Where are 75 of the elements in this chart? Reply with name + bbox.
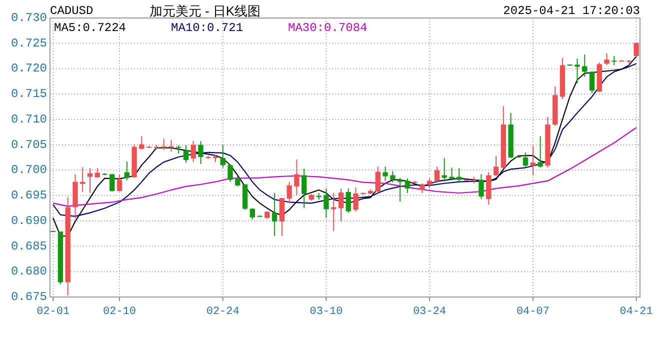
- text: MA5:0.7224: [54, 21, 126, 35]
- y-tick-label: 0.680: [10, 264, 47, 279]
- candlestick: [478, 174, 484, 200]
- y-tick-label: 0.715: [10, 87, 47, 102]
- candlestick: [434, 166, 440, 184]
- candlestick: [493, 155, 499, 177]
- candlestick: [324, 188, 329, 218]
- candlestick: [331, 192, 336, 232]
- chart-title: 加元美元 - 日K线图: [149, 4, 261, 18]
- candlestick: [190, 140, 196, 163]
- candlestick: [538, 136, 543, 168]
- candlestick: [94, 168, 100, 178]
- y-tick-label: 0.725: [10, 36, 47, 50]
- candlestick: [116, 174, 122, 192]
- candlestick: [110, 173, 115, 192]
- candlestick: [279, 198, 285, 237]
- candlestick: [250, 208, 255, 220]
- candlestick: [634, 42, 639, 58]
- candlestick: [198, 140, 204, 165]
- y-tick-label: 0.730: [10, 11, 47, 25]
- candlestick: [139, 136, 144, 150]
- x-tick-label: 04-07: [516, 306, 550, 318]
- candlestick: [228, 164, 233, 182]
- candlestick: [294, 159, 300, 196]
- candlestick: [530, 145, 536, 176]
- candlestick: [346, 188, 351, 214]
- candlestick: [522, 152, 528, 168]
- y-tick-label: 0.720: [10, 62, 47, 76]
- x-tick-label: 03-10: [310, 306, 343, 318]
- candlestick: [220, 144, 226, 168]
- x-tick-label: 02-10: [103, 306, 136, 318]
- candlestick: [272, 192, 278, 237]
- candlestick: [338, 188, 344, 222]
- candlestick: [486, 172, 492, 206]
- candlestick: [168, 139, 174, 152]
- candlestick: [382, 166, 388, 182]
- candlestick: [449, 167, 454, 181]
- y-tick-label: 0.695: [10, 188, 47, 203]
- candlestick: [302, 168, 307, 209]
- candlestick: [161, 138, 166, 150]
- x-tick-label: 02-24: [206, 306, 240, 318]
- candlestick: [404, 178, 410, 194]
- candlestick: [375, 166, 380, 194]
- candlestick: [286, 181, 292, 204]
- candlestick: [427, 178, 432, 188]
- candlestick: [442, 158, 447, 182]
- y-tick-label: 0.690: [10, 214, 47, 228]
- x-tick-label: 04-21: [620, 306, 654, 318]
- candlestick: [183, 144, 189, 164]
- x-tick-label: 02-01: [36, 306, 70, 318]
- text: MA10:0.721: [171, 21, 244, 35]
- y-tick-label: 0.700: [10, 163, 47, 178]
- candlestick: [420, 182, 425, 194]
- candlestick: [353, 186, 358, 212]
- candlestick: [456, 168, 462, 184]
- y-tick-label: 0.675: [10, 290, 47, 304]
- candlestick: [397, 177, 403, 202]
- candlestick: [124, 161, 130, 181]
- candlestick: [589, 70, 595, 94]
- candlestick: [604, 53, 610, 66]
- candlestick: [612, 56, 617, 66]
- candlestick: [390, 170, 396, 183]
- candlestick: [87, 168, 93, 194]
- y-tick-label: 0.710: [10, 112, 47, 126]
- text: MA30:0.7084: [288, 21, 368, 35]
- y-tick-label: 0.705: [10, 138, 47, 152]
- candlestick: [582, 54, 588, 78]
- y-tick-label: 0.685: [10, 239, 47, 254]
- line-series: [52, 127, 637, 207]
- candlestick: [235, 174, 240, 187]
- candlestick: [80, 166, 86, 192]
- annotation: CADUSD: [50, 4, 94, 18]
- annotation: 2025-04-21 17:20:03: [503, 4, 640, 18]
- x-tick-label: 03-24: [413, 306, 446, 318]
- candlestick: [574, 58, 580, 84]
